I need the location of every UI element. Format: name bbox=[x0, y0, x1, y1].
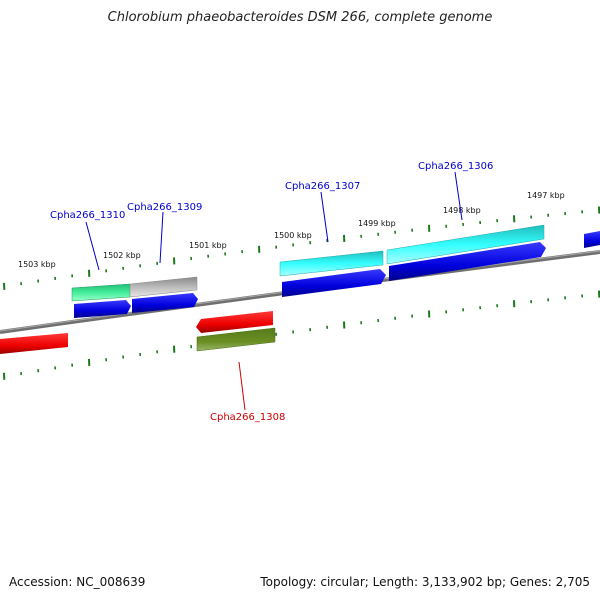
cds-forward-4[interactable] bbox=[389, 242, 546, 281]
gene-label-cpha266-1307[interactable]: Cpha266_1307 bbox=[285, 181, 360, 192]
tick-label-1503: 1503 kbp bbox=[18, 260, 56, 269]
leader-line-1309 bbox=[159, 211, 164, 264]
gene-label-cpha266-1306[interactable]: Cpha266_1306 bbox=[418, 161, 493, 172]
tick-label-1501: 1501 kbp bbox=[189, 241, 227, 250]
cds-forward-3[interactable] bbox=[282, 269, 386, 297]
tick-label-1498: 1498 kbp bbox=[443, 206, 481, 215]
gene-label-cpha266-1310[interactable]: Cpha266_1310 bbox=[50, 210, 125, 221]
gene-cpha266-1310-feature[interactable] bbox=[71, 283, 131, 302]
cds-reverse-2[interactable] bbox=[196, 311, 273, 333]
tick-label-1499: 1499 kbp bbox=[358, 219, 396, 228]
leader-line-1306 bbox=[454, 171, 463, 221]
leader-line-1310 bbox=[85, 221, 100, 271]
tick-label-1502: 1502 kbp bbox=[103, 251, 141, 260]
cds-forward-2[interactable] bbox=[132, 293, 198, 313]
gene-cpha266-1309-feature[interactable] bbox=[129, 276, 198, 298]
gene-label-cpha266-1308[interactable]: Cpha266_1308 bbox=[210, 412, 285, 423]
cds-forward-5[interactable] bbox=[584, 231, 600, 248]
gene-cpha266-1306-feature[interactable] bbox=[386, 224, 545, 265]
leader-line-1307 bbox=[320, 191, 329, 243]
gene-cpha266-1307-feature[interactable] bbox=[279, 250, 384, 277]
outer-tick-marks bbox=[3, 206, 600, 290]
leader-line-1308 bbox=[238, 361, 246, 411]
accession-text: Accession: NC_008639 bbox=[9, 575, 146, 589]
map-title: Chlorobium phaeobacteroides DSM 266, com… bbox=[107, 10, 493, 25]
genome-summary-text: Topology: circular; Length: 3,133,902 bp… bbox=[260, 575, 590, 589]
cds-forward-1[interactable] bbox=[74, 300, 131, 318]
tick-label-1497: 1497 kbp bbox=[527, 191, 565, 200]
inner-tick-marks bbox=[3, 290, 600, 380]
gene-cpha266-1308-feature[interactable] bbox=[196, 327, 276, 352]
gene-label-cpha266-1309[interactable]: Cpha266_1309 bbox=[127, 202, 202, 213]
cds-reverse-1[interactable] bbox=[0, 333, 68, 354]
tick-label-1500: 1500 kbp bbox=[274, 231, 312, 240]
